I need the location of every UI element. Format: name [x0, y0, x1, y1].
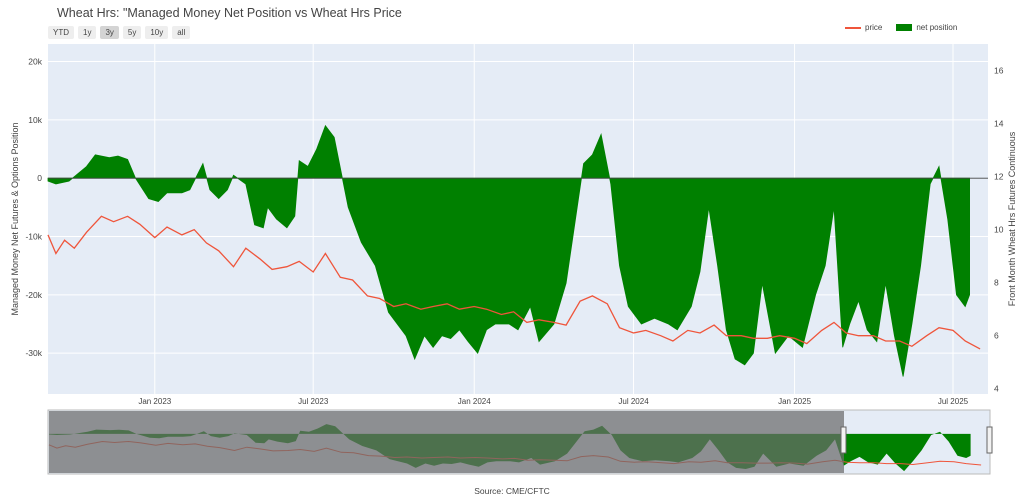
x-tick-label: Jan 2023	[138, 397, 171, 406]
right-axis-label: Front Month Wheat Hrs Futures Continuous	[1007, 131, 1017, 306]
y-right-tick-label: 14	[994, 119, 1004, 129]
price-line	[47, 215, 981, 350]
y-left-tick-label: -10k	[25, 232, 42, 242]
range-button-10y[interactable]: 10y	[145, 26, 169, 39]
y-left-tick-label: -30k	[25, 348, 42, 358]
range-selector: YTD 1y 3y 5y 10y all	[48, 26, 191, 39]
range-slider-handle-left[interactable]	[840, 426, 847, 454]
range-button-3y[interactable]: 3y	[100, 26, 119, 39]
legend-price-label: price	[865, 23, 883, 32]
x-tick-label: Jul 2023	[298, 397, 329, 406]
x-tick-label: Jan 2024	[458, 397, 491, 406]
y-right-tick-label: 6	[994, 331, 999, 341]
y-right-tick-label: 4	[994, 384, 999, 394]
price-series	[47, 215, 981, 350]
range-button-all[interactable]: all	[172, 26, 191, 39]
source-note: Source: CME/CFTC	[474, 486, 550, 496]
legend-item-net-position[interactable]: net position	[896, 23, 957, 32]
x-tick-label: Jul 2025	[938, 397, 969, 406]
net-position-series	[47, 124, 970, 377]
net-position-swatch	[896, 24, 913, 31]
y-left-tick-label: 10k	[28, 115, 42, 125]
x-axis-ticks: Jan 2023 Jul 2023 Jan 2024 Jul 2024 Jan 2025…	[138, 397, 968, 406]
y-right-tick-label: 10	[994, 225, 1004, 235]
legend: price net position	[845, 23, 965, 32]
range-button-1y[interactable]: 1y	[78, 26, 97, 39]
range-button-ytd[interactable]: YTD	[48, 26, 74, 39]
left-axis-label: Managed Money Net Futures & Options Posi…	[10, 122, 20, 315]
y-left-tick-label: 20k	[28, 57, 42, 67]
y-right-tick-label: 16	[994, 66, 1004, 76]
x-tick-label: Jul 2024	[618, 397, 649, 406]
range-slider[interactable]	[47, 409, 993, 475]
y-right-tick-label: 12	[994, 172, 1004, 182]
x-tick-label: Jan 2025	[778, 397, 811, 406]
right-axis-ticks: 16 14 12 10 8 6 4	[994, 66, 1004, 394]
range-slider-mask	[49, 411, 844, 473]
net-position-area	[47, 124, 970, 377]
price-swatch	[845, 26, 861, 29]
y-left-tick-label: 0	[37, 173, 42, 183]
y-left-tick-label: -20k	[25, 290, 42, 300]
range-slider-handle-right[interactable]	[986, 426, 993, 454]
y-right-tick-label: 8	[994, 278, 999, 288]
legend-net-label: net position	[916, 23, 958, 32]
legend-item-price[interactable]: price	[845, 23, 882, 32]
left-axis-ticks: 20k 10k 0 -10k -20k -30k	[25, 57, 42, 359]
chart-title: Wheat Hrs: "Managed Money Net Position v…	[57, 6, 402, 20]
range-button-5y[interactable]: 5y	[122, 26, 142, 39]
